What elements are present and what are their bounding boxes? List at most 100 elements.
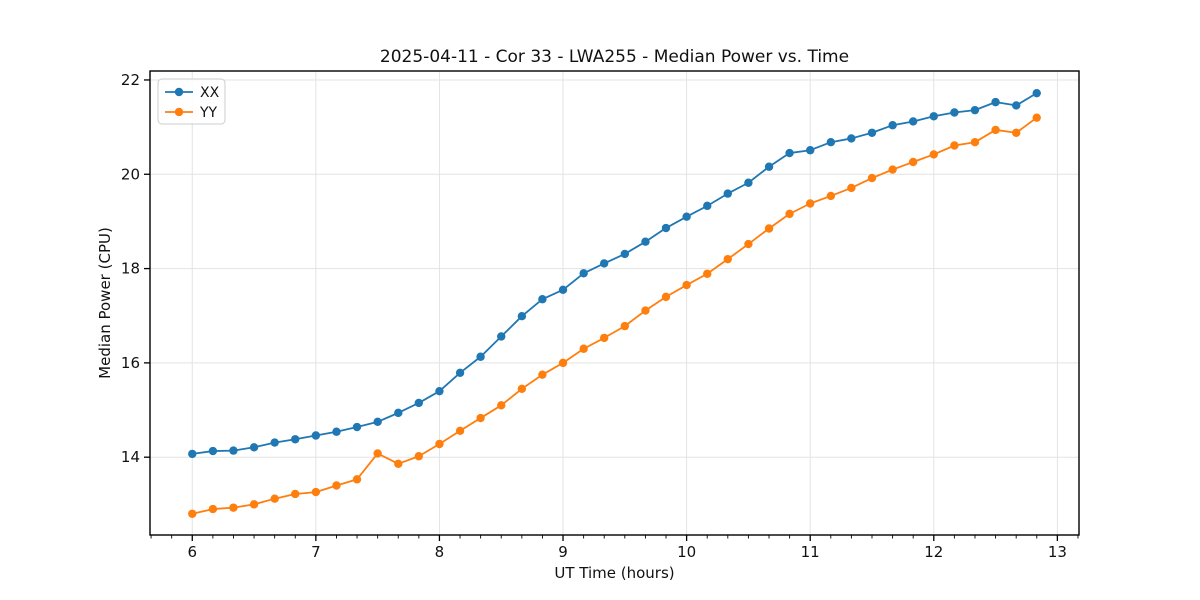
series-xx-marker <box>950 108 959 117</box>
series-xx-marker <box>641 237 650 246</box>
series-xx-marker <box>805 146 815 155</box>
series-xx-marker <box>1032 88 1041 98</box>
series-xx-marker <box>476 352 485 361</box>
series-yy-marker <box>970 138 980 147</box>
series-yy-marker <box>352 475 362 484</box>
series-xx-marker <box>991 97 1000 107</box>
series-xx-marker <box>620 249 630 259</box>
series-xx-marker <box>414 398 424 408</box>
series-xx-line <box>192 92 1038 455</box>
series-xx-marker <box>1012 101 1021 110</box>
legend: XX YY <box>157 78 226 125</box>
x-tick-label: 12 <box>924 543 943 561</box>
series-yy <box>188 113 1041 518</box>
series-xx-marker <box>455 368 465 377</box>
series-yy-marker <box>394 459 403 468</box>
series-yy-marker <box>805 199 815 208</box>
series-yy-marker <box>888 165 897 174</box>
series-yy-marker <box>847 183 856 193</box>
series-xx-marker <box>867 128 877 137</box>
series-xx-marker <box>703 201 712 211</box>
series-yy-marker <box>579 344 588 353</box>
series-yy-marker <box>744 239 753 249</box>
tick-labels: 6 7 8 9 10 11 12 13 14 16 18 20 22 <box>121 71 1067 561</box>
axis-ticks <box>144 79 1079 541</box>
x-axis-label: UT Time (hours) <box>554 564 674 582</box>
chart-title: 2025-04-11 - Cor 33 - LWA255 - Median Po… <box>380 47 849 67</box>
series-yy-marker <box>908 157 918 167</box>
series-xx <box>188 88 1041 459</box>
series-yy-marker <box>229 503 238 512</box>
series-yy-marker <box>950 141 959 150</box>
series-xx-marker <box>188 449 197 459</box>
series-xx-marker <box>826 138 836 147</box>
series-yy-marker <box>661 292 671 302</box>
series-yy-marker <box>517 384 527 394</box>
series-xx-marker <box>332 427 341 436</box>
series-yy-marker <box>208 504 218 514</box>
y-axis-label: Median Power (CPU) <box>96 227 114 379</box>
series-yy-marker <box>332 481 341 490</box>
legend-marker-xx <box>174 87 184 97</box>
series-xx-marker <box>929 112 938 121</box>
series-xx-marker <box>352 422 362 432</box>
series-xx-marker <box>538 295 547 304</box>
series-xx-marker <box>229 446 238 455</box>
series-yy-line <box>192 116 1038 515</box>
series-yy-marker <box>558 358 568 368</box>
series-xx-marker <box>497 332 506 341</box>
series-yy-marker <box>311 487 321 497</box>
y-tick-label: 14 <box>121 448 140 466</box>
series-xx-marker <box>311 431 321 440</box>
series-xx-marker <box>249 443 259 452</box>
y-tick-label: 20 <box>121 165 140 183</box>
y-tick-label: 16 <box>121 354 140 372</box>
series-xx-marker <box>908 117 918 126</box>
series-yy-marker <box>991 125 1000 135</box>
series-xx-marker <box>888 121 897 130</box>
series-yy-marker <box>538 370 547 379</box>
series-xx-marker <box>208 446 218 456</box>
series-yy-marker <box>723 254 732 264</box>
gridlines <box>150 71 1079 535</box>
series-xx-marker <box>661 223 671 233</box>
series-xx-marker <box>599 259 609 268</box>
series-yy-marker <box>867 173 877 183</box>
x-tick-label: 7 <box>311 543 321 561</box>
x-tick-label: 8 <box>435 543 445 561</box>
x-tick-label: 11 <box>801 543 820 561</box>
x-tick-label: 13 <box>1048 543 1067 561</box>
series-xx-marker <box>579 269 588 278</box>
series-xx-marker <box>764 162 774 171</box>
series-yy-marker <box>188 509 197 518</box>
series-xx-marker <box>744 178 753 187</box>
x-tick-label: 9 <box>558 543 568 561</box>
series-yy-marker <box>373 449 382 458</box>
plot-border <box>149 70 1080 536</box>
series-xx-marker <box>435 386 444 396</box>
series-yy-marker <box>929 150 938 159</box>
series-yy-marker <box>785 209 794 219</box>
series-yy-marker <box>703 269 712 278</box>
series-yy-marker <box>1012 128 1021 137</box>
legend-marker-yy <box>174 107 184 117</box>
series-yy-marker <box>641 306 650 315</box>
series-yy-marker <box>620 321 630 331</box>
series-yy-marker <box>764 224 774 233</box>
series-xx-marker <box>785 148 794 158</box>
series-xx-marker <box>373 417 382 427</box>
series-yy-marker <box>455 426 465 435</box>
legend-label-xx: XX <box>200 85 220 101</box>
series-yy-marker <box>414 452 424 461</box>
series-xx-marker <box>723 189 732 198</box>
series-yy-marker <box>599 333 609 343</box>
series-yy-marker <box>497 401 506 410</box>
series-xx-marker <box>558 285 568 294</box>
series-yy-marker <box>682 280 691 290</box>
legend-label-yy: YY <box>199 105 218 121</box>
x-tick-label: 6 <box>187 543 197 561</box>
series-yy-marker <box>435 439 444 449</box>
series-yy-marker <box>249 500 259 509</box>
series-yy-marker <box>291 489 300 499</box>
